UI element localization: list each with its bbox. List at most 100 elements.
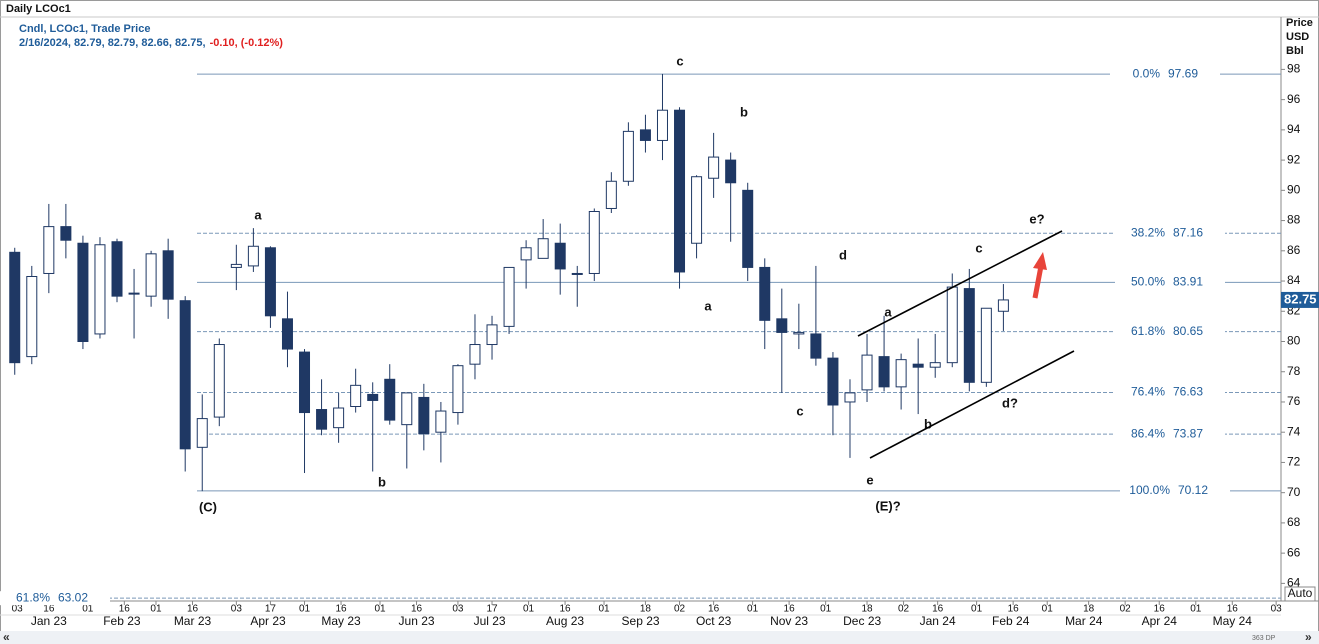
candle-body <box>742 189 754 268</box>
fib-price: 97.69 <box>1168 66 1198 80</box>
candle-body <box>656 109 668 141</box>
wave-label: a <box>704 298 712 313</box>
x-tick-label: 02 <box>898 604 910 615</box>
x-tick-label: 01 <box>150 604 162 615</box>
x-tick-label: 01 <box>598 604 610 615</box>
fib-price: 70.12 <box>1178 483 1208 497</box>
wave-label: e <box>866 472 873 487</box>
month-label: Mar 24 <box>1065 614 1103 628</box>
month-label: Jan 24 <box>920 614 956 628</box>
candle-body <box>554 242 566 270</box>
y-tick-label: 70 <box>1287 485 1301 499</box>
candle-body <box>162 250 174 300</box>
x-tick-label: 17 <box>486 604 498 615</box>
candle-body <box>895 359 907 388</box>
candle-body <box>77 242 89 343</box>
candle-body <box>230 263 242 268</box>
auto-button[interactable] <box>1284 586 1316 602</box>
wave-label: c <box>676 53 683 68</box>
x-tick-label: 16 <box>335 604 347 615</box>
candle-body <box>111 241 123 297</box>
month-label: Dec 23 <box>843 614 881 628</box>
y-tick-label: 96 <box>1287 92 1301 106</box>
trend-line <box>869 350 1075 459</box>
candle-body <box>537 238 549 259</box>
x-tick-label: 16 <box>187 604 199 615</box>
candle-body <box>878 356 890 388</box>
scroll-left[interactable]: « <box>3 630 10 644</box>
wave-label: a <box>884 304 892 319</box>
y-tick-label: 92 <box>1287 152 1301 166</box>
candle-body <box>264 247 276 317</box>
candle-body <box>503 266 515 327</box>
candle-body <box>520 247 532 261</box>
x-tick-label: 16 <box>708 604 720 615</box>
month-label: Jan 23 <box>31 614 67 628</box>
y-tick-label: 66 <box>1287 545 1301 559</box>
x-tick-label: 16 <box>411 604 423 615</box>
trend-channel <box>857 230 1075 459</box>
wave-label: (E)? <box>875 498 900 513</box>
quote: 2/16/2024, 82.79, 82.79, 82.66, 82.75, <box>19 37 206 49</box>
month-label: Apr 23 <box>250 614 286 628</box>
month-label: Jun 23 <box>399 614 435 628</box>
x-tick-label: 16 <box>119 604 131 615</box>
fib-percent: 86.4% <box>1131 426 1165 440</box>
candle-body <box>333 407 345 429</box>
candle-body <box>571 272 583 275</box>
fib-percent: 61.8% <box>1131 324 1165 338</box>
wave-label: b <box>378 474 386 489</box>
x-tick-label: 01 <box>82 604 94 615</box>
scrollbar[interactable] <box>0 631 1319 644</box>
quote-change: -0.10, (-0.12%) <box>210 37 284 49</box>
x-tick-label: 16 <box>560 604 572 615</box>
candle-body <box>725 159 737 184</box>
candle-body <box>435 410 447 433</box>
fib-label-bg <box>1115 324 1225 339</box>
candle-body <box>384 378 396 421</box>
candle-body <box>486 324 498 346</box>
candle-body <box>281 318 293 350</box>
candle-body <box>350 384 362 408</box>
y-tick-label: 74 <box>1287 424 1301 438</box>
last-price-label: 82.75 <box>1284 291 1317 306</box>
candle-body <box>145 253 157 297</box>
x-tick-label: 16 <box>1008 604 1020 615</box>
fib-label-bg <box>1110 67 1220 82</box>
candle-body <box>810 333 822 359</box>
x-tick-label: 03 <box>1271 604 1283 615</box>
x-tick-label: 16 <box>1154 604 1166 615</box>
y-tick-label: 80 <box>1287 334 1301 348</box>
candle-body <box>9 251 21 364</box>
data-points: 363 DP <box>1252 635 1276 642</box>
fib-percent: 100.0% <box>1129 483 1170 497</box>
x-tick-label: 03 <box>231 604 243 615</box>
fib-label-bg <box>1115 226 1225 241</box>
candle-body <box>128 292 140 295</box>
month-label: Nov 23 <box>770 614 808 628</box>
scroll-right[interactable]: » <box>1305 630 1312 644</box>
y-tick-label: 88 <box>1287 213 1301 227</box>
month-label: May 24 <box>1213 614 1253 628</box>
candle-body <box>622 130 634 182</box>
fib-percent: 38.2% <box>1131 225 1165 239</box>
auto-button-label[interactable]: Auto <box>1288 586 1313 600</box>
x-tick-label: 02 <box>674 604 686 615</box>
fib-price: 87.16 <box>1173 225 1203 239</box>
wave-label: d <box>839 247 847 262</box>
wave-label: (C) <box>199 499 217 514</box>
fib-percent: 50.0% <box>1131 275 1165 289</box>
wave-label: b <box>924 416 932 431</box>
y-tick-label: 72 <box>1287 455 1301 469</box>
candle-body <box>299 351 311 414</box>
wave-label: b <box>740 104 748 119</box>
y-tick-label: 98 <box>1287 62 1301 76</box>
y-tick-label: 76 <box>1287 394 1301 408</box>
candle-body <box>316 409 328 430</box>
fib-label-bg <box>1115 427 1225 442</box>
fib-percent: 0.0% <box>1133 66 1161 80</box>
candle-body <box>844 392 856 403</box>
fib-percent: 76.4% <box>1131 385 1165 399</box>
candle-body <box>691 176 703 244</box>
